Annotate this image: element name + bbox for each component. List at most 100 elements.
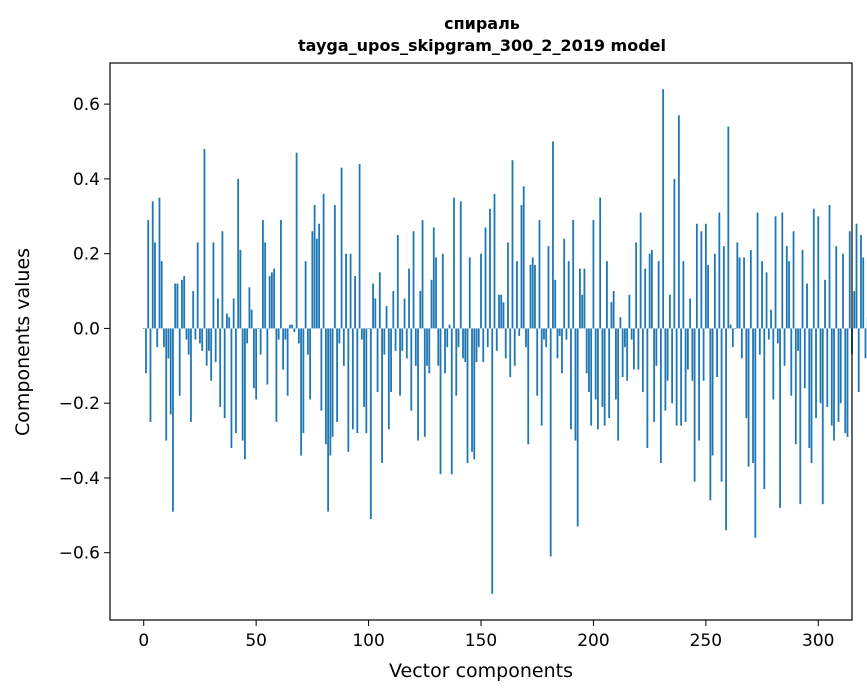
bar: [655, 328, 658, 366]
bar: [315, 238, 318, 329]
bar: [266, 328, 269, 385]
bar: [489, 208, 491, 329]
bar: [860, 234, 862, 329]
bar: [223, 328, 226, 419]
bar: [255, 328, 258, 400]
bar: [601, 328, 604, 407]
bar: [835, 246, 838, 329]
bar: [707, 264, 709, 329]
bar: [745, 328, 748, 419]
y-tick-label: −0.2: [59, 394, 100, 414]
bar: [322, 193, 325, 329]
bar: [711, 328, 714, 456]
bar: [268, 276, 271, 329]
bar: [585, 328, 588, 374]
bar: [722, 246, 725, 329]
bar: [309, 328, 312, 400]
bar: [570, 328, 572, 430]
bar: [581, 294, 584, 329]
bar: [376, 328, 379, 392]
bar: [342, 328, 345, 366]
bar: [448, 324, 451, 329]
bar: [572, 220, 575, 329]
bar: [785, 246, 788, 329]
bar: [817, 216, 820, 329]
bar: [403, 298, 406, 329]
bar: [583, 268, 586, 329]
bar: [684, 328, 687, 422]
bar: [747, 328, 750, 467]
bar: [682, 261, 685, 329]
bar: [205, 328, 208, 366]
bar: [772, 328, 775, 400]
bar: [763, 328, 766, 490]
bar: [774, 216, 777, 329]
plot-frame: [109, 62, 853, 621]
bar: [565, 328, 568, 340]
bar: [788, 261, 790, 329]
bar: [340, 167, 343, 329]
bars-group: [142, 89, 867, 594]
y-tick-label: 0.0: [73, 319, 100, 339]
bar: [781, 212, 784, 329]
bar: [695, 223, 698, 329]
bar: [282, 328, 285, 370]
chart-title: спираль: [444, 14, 520, 33]
bar: [248, 287, 251, 329]
bar: [183, 276, 186, 329]
bar: [806, 283, 808, 329]
bar: [765, 272, 768, 329]
bar: [464, 328, 467, 363]
y-axis-label: Components values: [12, 248, 34, 436]
bar: [549, 328, 552, 557]
bar: [214, 328, 217, 363]
bar: [691, 328, 694, 381]
bar: [167, 328, 170, 359]
bar: [839, 328, 842, 404]
bar: [450, 328, 453, 475]
bar: [374, 298, 377, 329]
bar: [794, 328, 797, 445]
bar: [169, 328, 172, 415]
bar: [666, 328, 669, 381]
bar: [277, 328, 280, 340]
bar: [264, 242, 267, 329]
bar: [734, 328, 736, 330]
bar: [163, 328, 165, 348]
bar: [246, 328, 249, 344]
bar: [588, 328, 590, 392]
bar: [543, 328, 545, 340]
bar: [405, 328, 408, 359]
bar: [172, 328, 174, 512]
bar: [698, 328, 700, 441]
bar: [149, 328, 152, 422]
bar: [830, 328, 833, 426]
bar: [538, 220, 541, 329]
bar: [635, 242, 638, 329]
bar: [333, 205, 336, 329]
bar: [864, 328, 867, 359]
bar: [250, 309, 253, 329]
bar: [471, 328, 473, 452]
bar: [495, 328, 498, 351]
bar: [792, 231, 795, 329]
y-tick-label: 0.4: [73, 170, 100, 190]
bar: [466, 328, 469, 463]
bar: [187, 328, 190, 355]
bar: [199, 328, 201, 344]
bar: [291, 324, 294, 329]
bar: [740, 328, 743, 359]
bar: [396, 234, 399, 329]
bar: [502, 302, 505, 329]
bar: [439, 328, 442, 475]
bar: [610, 302, 613, 329]
bar: [576, 328, 579, 527]
bar: [331, 328, 334, 437]
bar: [597, 328, 599, 430]
bar: [392, 291, 395, 329]
bar: [390, 328, 392, 392]
bar: [554, 279, 557, 329]
bar: [302, 328, 305, 434]
bar: [844, 328, 847, 434]
bar: [731, 328, 734, 348]
